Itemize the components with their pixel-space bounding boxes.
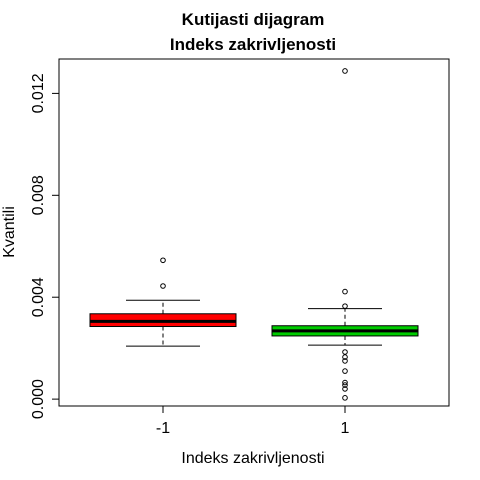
y-axis: 0.000 0.004 0.008 0.012	[30, 73, 59, 419]
boxes	[90, 69, 418, 400]
chart-title: Kutijasti dijagram	[182, 10, 325, 29]
plot-frame	[59, 59, 449, 406]
x-tick-label: -1	[156, 420, 170, 437]
outlier-point	[161, 258, 166, 263]
y-axis-label: Kvantili	[1, 206, 18, 258]
box-group	[90, 258, 236, 346]
outlier-point	[343, 369, 348, 374]
y-tick-label: 0.000	[30, 379, 47, 419]
y-tick-label: 0.004	[30, 277, 47, 317]
x-axis: -1 1	[156, 406, 350, 437]
y-tick-label: 0.012	[30, 73, 47, 113]
outlier-point	[343, 350, 348, 355]
outlier-point	[343, 396, 348, 401]
box-group	[272, 69, 418, 400]
outlier-point	[343, 69, 348, 74]
outlier-point	[161, 284, 166, 289]
outlier-point	[343, 289, 348, 294]
x-axis-label: Indeks zakrivljenosti	[181, 450, 324, 467]
chart-subtitle: Indeks zakrivljenosti	[170, 35, 336, 54]
x-tick-label: 1	[341, 420, 350, 437]
y-tick-label: 0.008	[30, 175, 47, 215]
outlier-point	[343, 304, 348, 309]
